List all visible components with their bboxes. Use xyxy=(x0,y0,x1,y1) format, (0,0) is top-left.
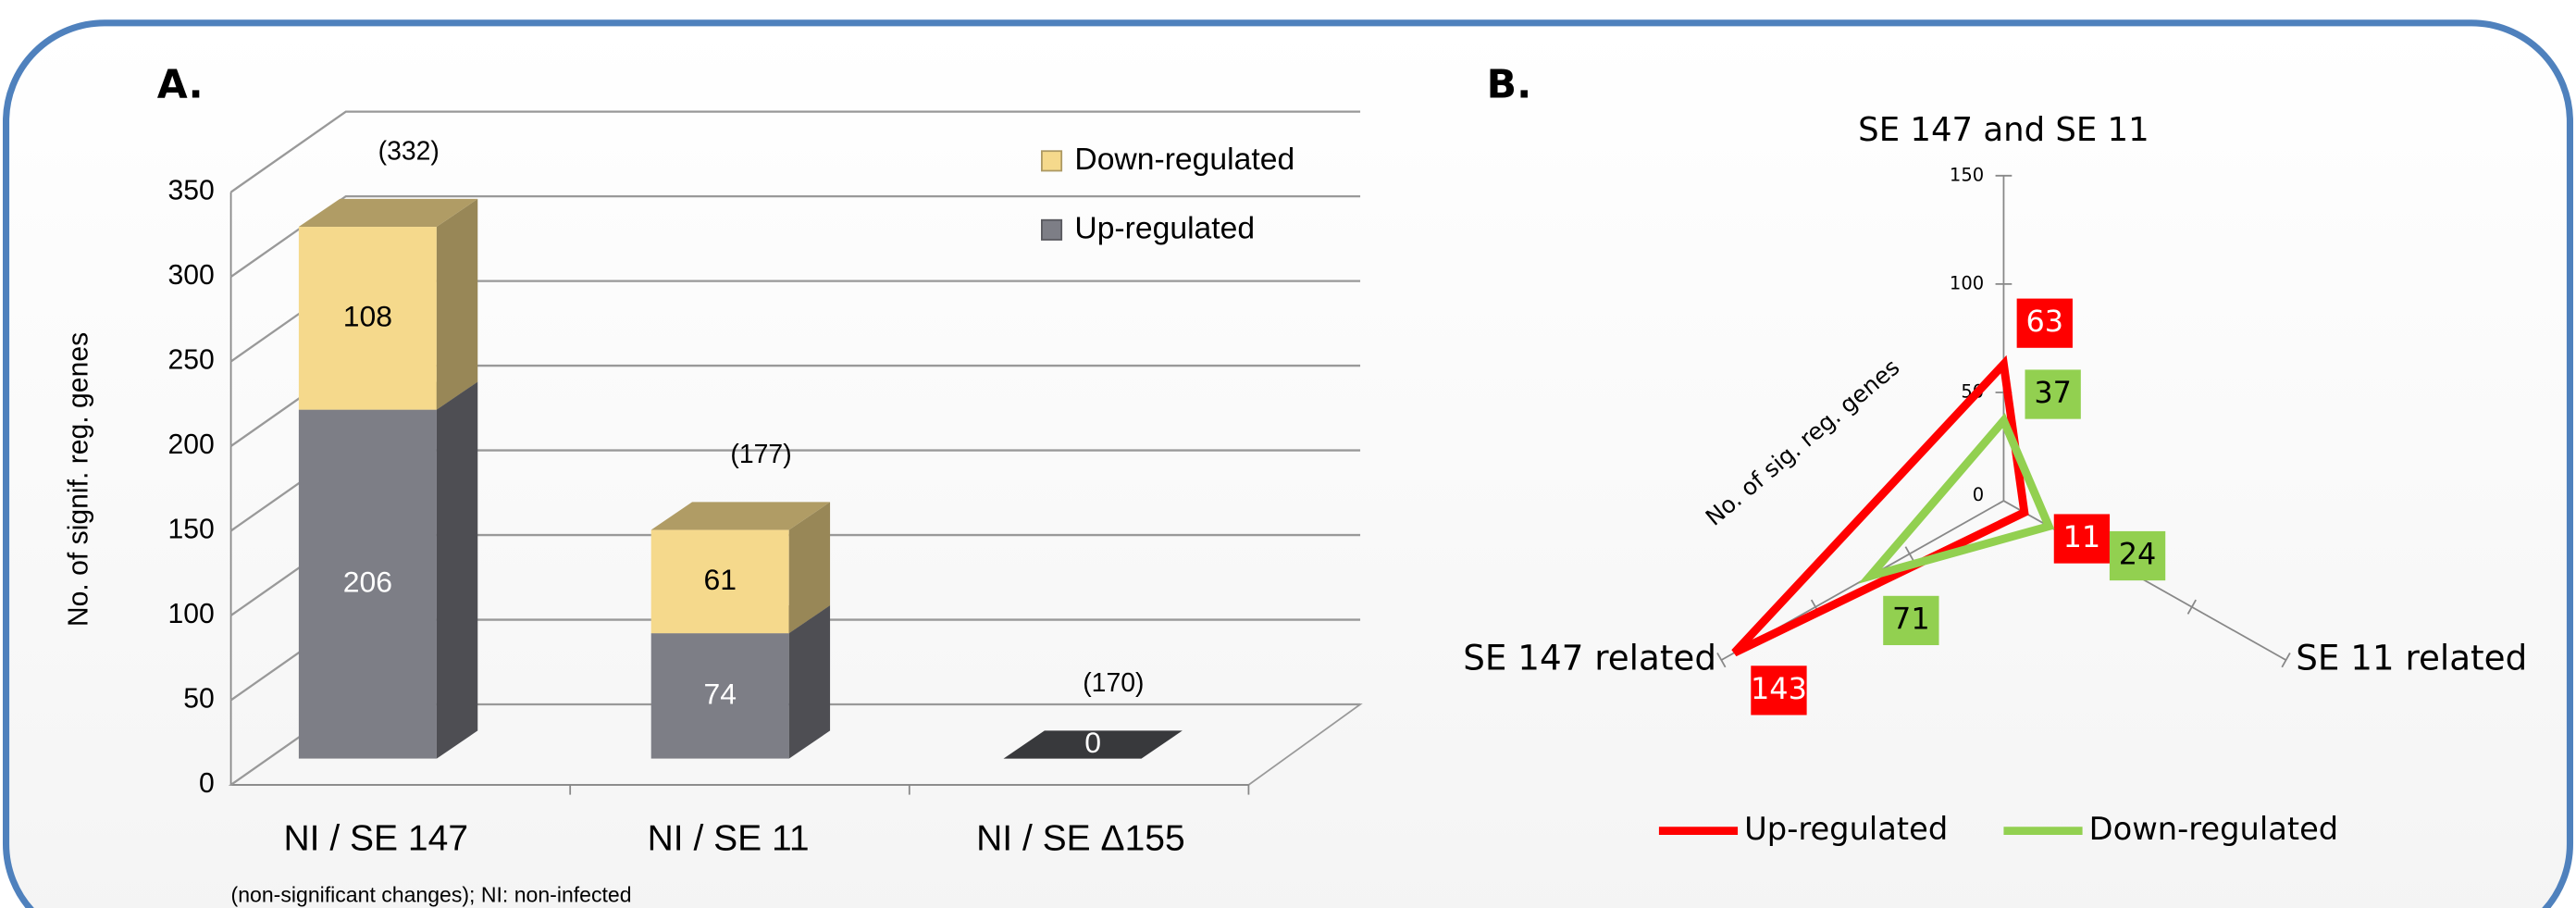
data-label: 143 xyxy=(1751,671,1807,706)
data-label: 37 xyxy=(2034,375,2072,410)
data-label: 11 xyxy=(2063,519,2101,554)
label-box xyxy=(1751,665,1807,715)
bar-top xyxy=(298,198,478,228)
panel-label: B. xyxy=(1487,62,1532,108)
axis-label: SE 147 related xyxy=(1463,638,1716,678)
bar-side xyxy=(788,502,831,634)
y-tick-label: 250 xyxy=(168,344,215,375)
label-box xyxy=(2025,369,2081,419)
bar-front xyxy=(650,633,789,759)
chart-title: SE 147 and SE 11 xyxy=(1858,111,2149,149)
label-box xyxy=(1883,595,1939,646)
legend-label: Down-regulated xyxy=(1074,142,1294,177)
data-label: 24 xyxy=(2119,537,2157,572)
grid-line xyxy=(229,110,1361,193)
bar-side xyxy=(436,381,478,759)
data-label: 108 xyxy=(343,299,392,332)
y-tick-label: 350 xyxy=(168,176,215,206)
y-tick-label: 0 xyxy=(199,768,215,799)
panel-label: A. xyxy=(157,62,204,108)
label-box xyxy=(2016,298,2073,348)
data-label: 71 xyxy=(1892,601,1930,636)
total-label: (332) xyxy=(378,137,440,167)
legend-label: Up-regulated xyxy=(1074,210,1255,245)
data-label: 63 xyxy=(2025,304,2063,339)
bar-segment xyxy=(650,502,831,634)
frame xyxy=(3,19,2573,908)
bar-segment xyxy=(1003,730,1183,759)
r-tick-label: 0 xyxy=(1973,484,1984,505)
y-tick-label: 50 xyxy=(183,683,215,714)
bar-segment xyxy=(298,198,478,410)
total-label: (170) xyxy=(1083,668,1144,698)
grid-line xyxy=(229,194,1361,278)
y-tick-label: 100 xyxy=(168,599,215,629)
bar-front xyxy=(298,409,437,759)
data-label: 206 xyxy=(343,566,392,599)
x-tick-label: NI / SE 11 xyxy=(648,819,810,859)
x-tick-label: NI / SE 147 xyxy=(284,819,469,859)
x-tick-label: NI / SE Δ155 xyxy=(976,819,1185,859)
legend-label: Up-regulated xyxy=(1744,811,1948,847)
bar-top xyxy=(650,502,831,530)
bar-front xyxy=(650,529,789,634)
y-tick-label: 150 xyxy=(168,514,215,544)
y-tick-label: 300 xyxy=(168,260,215,291)
footnote: (non-significant changes); NI: non-infec… xyxy=(231,883,632,907)
data-label: 0 xyxy=(1084,726,1101,759)
bar-side xyxy=(788,605,831,759)
label-box xyxy=(2053,514,2111,564)
legend-swatch xyxy=(1041,150,1063,172)
bar-side xyxy=(436,198,478,410)
tick-mark xyxy=(1716,652,1727,668)
chart-a: A. No. of signif. reg. genes (non-signif… xyxy=(63,62,1363,907)
tick-mark xyxy=(2186,599,2197,615)
bar-front xyxy=(298,227,437,410)
r-tick-label: 150 xyxy=(1950,164,1984,185)
label-box xyxy=(2109,530,2166,581)
axis-label: SE 11 related xyxy=(2296,638,2527,678)
tick-mark xyxy=(2281,652,2291,668)
data-label: 74 xyxy=(703,677,737,710)
total-label: (177) xyxy=(730,440,791,469)
radar-line xyxy=(1858,413,2055,584)
bar-top xyxy=(1003,730,1183,759)
r-tick-label: 100 xyxy=(1950,272,1984,293)
legend-label: Down-regulated xyxy=(2089,811,2338,847)
y-axis-label: No. of signif. reg. genes xyxy=(63,332,93,627)
y-tick-label: 200 xyxy=(168,429,215,460)
legend-swatch xyxy=(1041,218,1063,241)
data-label: 61 xyxy=(703,563,737,596)
tick-mark xyxy=(1904,546,1914,562)
